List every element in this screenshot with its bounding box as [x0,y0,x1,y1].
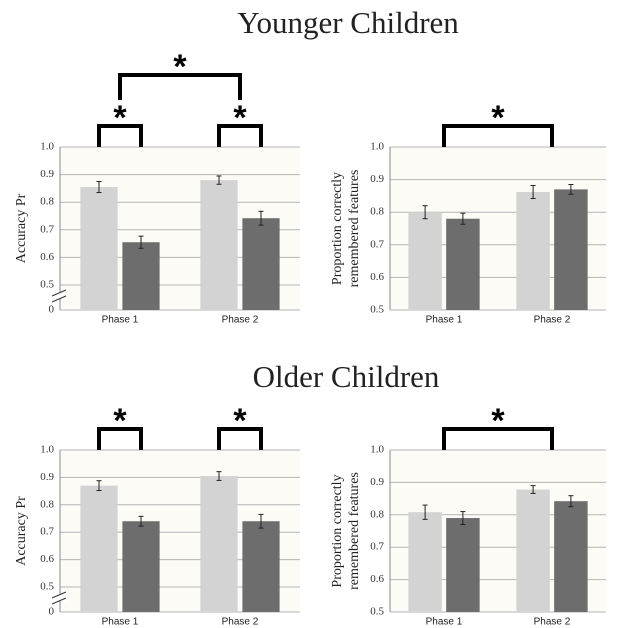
y-tick-label: 0.6 [40,251,54,263]
y-axis-label: Proportion correctly [330,172,345,285]
bar [516,489,550,612]
y-tick-label: 0.9 [370,173,384,185]
bar [554,189,588,310]
y-tick-label: 0.7 [370,238,384,250]
bar [516,191,550,310]
bar [408,512,442,612]
y-tick-label: 0.6 [370,573,384,585]
significance-bracket [97,427,143,450]
x-tick-label: Phase 2 [534,617,571,628]
y-tick-label: 1.0 [370,141,384,153]
axis-break [51,591,67,599]
bar [200,476,238,612]
section-heading: Older Children [253,359,440,394]
y-tick-label: 0.6 [40,553,54,565]
y-axis-label: remembered features [347,472,362,590]
x-tick-label: Phase 1 [426,617,463,628]
y-tick-label: 0.5 [370,606,384,618]
bar [554,501,588,612]
bar [242,218,280,310]
significance-star: * [233,99,247,137]
x-tick-label: Phase 2 [534,315,571,326]
y-tick-label: 0.5 [40,279,54,291]
bar [122,521,160,612]
significance-star: * [113,99,127,137]
y-tick-label: 0.8 [370,206,384,218]
section-heading: Younger Children [237,5,459,40]
y-tick-label: 0.5 [370,304,384,316]
y-tick-label: 0.9 [370,476,384,488]
significance-bracket [442,427,554,450]
significance-bracket [217,427,263,450]
y-axis-label: Accuracy Pr [14,496,29,566]
y-tick-label: 0.6 [370,271,384,283]
significance-star: * [491,99,505,137]
x-tick-label: Phase 1 [426,315,463,326]
y-tick-label: 0.5 [40,581,54,593]
y-tick-label: 0 [49,606,55,618]
axis-break [51,295,67,303]
bar [446,518,480,612]
significance-bracket [217,124,263,147]
y-tick-label: 0.7 [40,223,54,235]
axis-break-gap [52,595,68,601]
bar [200,180,238,310]
bar [242,521,280,612]
y-tick-label: 0 [49,304,55,316]
significance-bracket [97,124,143,147]
significance-star: * [233,402,247,440]
significance-bracket [442,124,554,147]
bar [122,242,160,310]
bar [80,187,118,310]
y-tick-label: 0.7 [40,526,54,538]
significance-star: * [113,402,127,440]
y-axis-label: Accuracy Pr [14,193,29,263]
bar [446,218,480,310]
y-axis-label: Proportion correctly [330,474,345,587]
bar [408,212,442,310]
axis-break [51,289,67,297]
y-axis-label: remembered features [347,170,362,288]
y-tick-label: 1.0 [40,444,54,456]
axis-break [51,597,67,605]
x-tick-label: Phase 1 [102,617,139,628]
y-tick-label: 0.9 [40,471,54,483]
x-tick-label: Phase 2 [222,617,259,628]
y-tick-label: 1.0 [40,141,54,153]
significance-star: * [173,48,187,86]
x-tick-label: Phase 1 [102,315,139,326]
y-tick-label: 0.7 [370,541,384,553]
axis-break-gap [52,293,68,299]
y-tick-label: 1.0 [370,444,384,456]
significance-star: * [491,402,505,440]
y-tick-label: 0.8 [40,498,54,510]
x-tick-label: Phase 2 [222,315,259,326]
bar [80,485,118,612]
significance-bracket [118,73,242,100]
y-tick-label: 0.8 [370,508,384,520]
y-tick-label: 0.8 [40,196,54,208]
y-tick-label: 0.9 [40,168,54,180]
